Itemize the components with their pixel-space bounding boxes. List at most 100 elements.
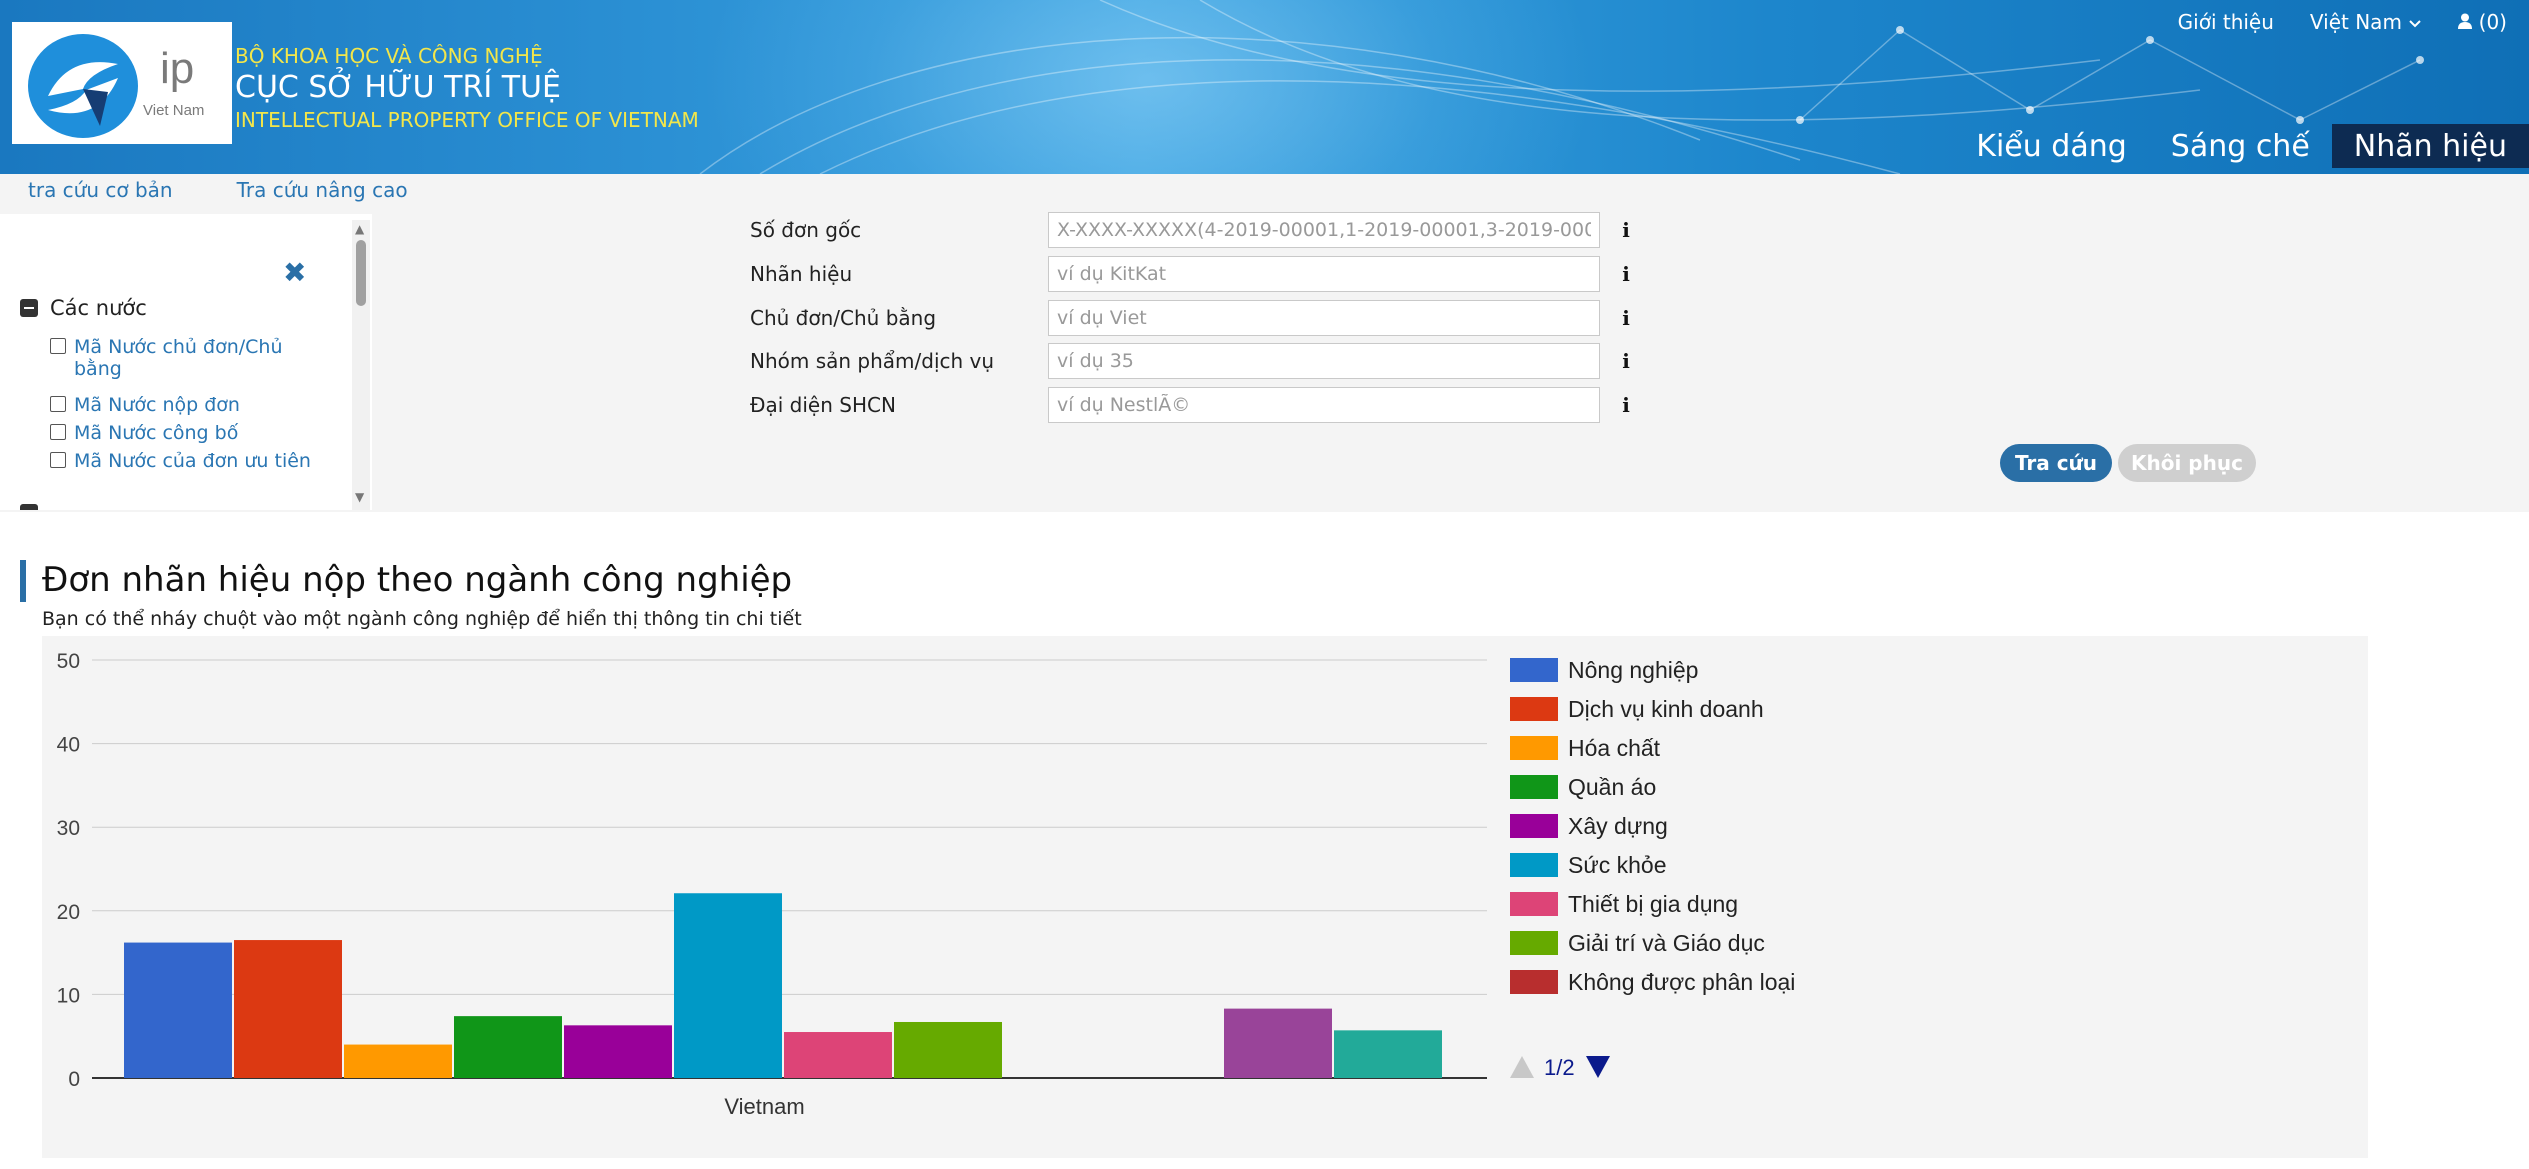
y-tick-label: 20 bbox=[57, 901, 80, 924]
scroll-up-icon[interactable]: ▲ bbox=[355, 222, 365, 236]
field-row-original-number: Số đơn gốc i bbox=[750, 210, 1632, 250]
logo-emblem bbox=[28, 34, 138, 138]
chart-bar[interactable] bbox=[784, 1032, 892, 1078]
field-label: Đại diện SHCN bbox=[750, 393, 896, 417]
tab-industrial-design[interactable]: Kiểu dáng bbox=[1976, 129, 2127, 164]
field-label: Số đơn gốc bbox=[750, 218, 862, 242]
logo-ip-text: ip bbox=[160, 44, 195, 93]
y-tick-label: 30 bbox=[57, 817, 80, 840]
chart-bar[interactable] bbox=[564, 1025, 672, 1078]
legend-label[interactable]: Quần áo bbox=[1568, 774, 1656, 800]
collapse-icon[interactable] bbox=[20, 299, 38, 317]
field-label: Chủ đơn/Chủ bằng bbox=[750, 306, 937, 330]
legend-swatch[interactable] bbox=[1510, 697, 1558, 721]
legend-label[interactable]: Giải trí và Giáo dục bbox=[1568, 930, 1765, 956]
legend-swatch[interactable] bbox=[1510, 814, 1558, 838]
class-input[interactable] bbox=[1048, 343, 1600, 379]
search-subnav: tra cứu cơ bản Tra cứu nâng cao bbox=[28, 178, 408, 202]
section-accent-bar bbox=[20, 560, 26, 602]
ministry-name: BỘ KHOA HỌC VÀ CÔNG NGHỆ bbox=[235, 44, 543, 68]
chart-bar[interactable] bbox=[1224, 1008, 1332, 1078]
legend-swatch[interactable] bbox=[1510, 775, 1558, 799]
legend-prev-icon[interactable] bbox=[1510, 1056, 1534, 1078]
filter-owner-country[interactable]: Mã Nước chủ đơn/Chủ bằng bbox=[50, 336, 294, 380]
info-icon[interactable]: i bbox=[1622, 393, 1630, 417]
legend-swatch[interactable] bbox=[1510, 931, 1558, 955]
reset-button[interactable]: Khôi phục bbox=[2118, 444, 2256, 482]
field-row-class: Nhóm sản phẩm/dịch vụ i bbox=[750, 341, 1632, 381]
chart-bar[interactable] bbox=[1334, 1030, 1442, 1078]
office-name: CỤC SỞ HỮU TRÍ TUỆ bbox=[235, 70, 561, 105]
filter-group-label: Các nước bbox=[50, 296, 147, 320]
industry-chart-panel: 0 10 20 30 40 50 Vietnam Nông nghiệp Dịch vụ kin… bbox=[42, 636, 2368, 1158]
chart-bar[interactable] bbox=[234, 940, 342, 1078]
cart-link[interactable]: (0) bbox=[2458, 10, 2507, 34]
legend-swatch[interactable] bbox=[1510, 658, 1558, 682]
legend-swatch[interactable] bbox=[1510, 970, 1558, 994]
legend-label[interactable]: Thiết bị gia dụng bbox=[1568, 891, 1738, 917]
legend-label[interactable]: Nông nghiệp bbox=[1568, 657, 1698, 683]
legend-swatch[interactable] bbox=[1510, 736, 1558, 760]
about-link[interactable]: Giới thiệu bbox=[2177, 10, 2274, 34]
sidebar-scrollbar[interactable]: ▲ ▼ bbox=[352, 220, 370, 510]
legend-swatch[interactable] bbox=[1510, 853, 1558, 877]
basic-search-link[interactable]: tra cứu cơ bản bbox=[28, 178, 173, 202]
chart-bar[interactable] bbox=[344, 1044, 452, 1078]
tab-patent[interactable]: Sáng chế bbox=[2170, 129, 2310, 164]
industry-bar-chart: 0 10 20 30 40 50 Vietnam Nông nghiệp Dịch vụ kin… bbox=[57, 650, 1796, 1119]
legend-next-icon[interactable] bbox=[1586, 1056, 1610, 1078]
owner-input[interactable] bbox=[1048, 300, 1600, 336]
legend-label[interactable]: Sức khỏe bbox=[1568, 852, 1667, 878]
filter-sidebar: ✖ Các nước Mã Nước chủ đơn/Chủ bằng Mã N… bbox=[0, 214, 372, 510]
filter-filing-country[interactable]: Mã Nước nộp đơn bbox=[50, 394, 240, 416]
legend-label[interactable]: Hóa chất bbox=[1568, 735, 1661, 761]
field-label: Nhãn hiệu bbox=[750, 262, 853, 286]
x-tick-label: Vietnam bbox=[724, 1094, 804, 1119]
site-header: ip Viet Nam BỘ KHOA HỌC VÀ CÔNG NGHỆ CỤC… bbox=[0, 0, 2529, 174]
info-icon[interactable]: i bbox=[1622, 262, 1630, 286]
checkbox[interactable] bbox=[50, 452, 66, 468]
original-number-input[interactable] bbox=[1048, 212, 1600, 248]
legend-label[interactable]: Dịch vụ kinh doanh bbox=[1568, 696, 1764, 722]
filter-publication-country-label: Mã Nước công bố bbox=[74, 422, 239, 444]
search-button[interactable]: Tra cứu bbox=[2000, 444, 2112, 482]
field-label: Nhóm sản phẩm/dịch vụ bbox=[750, 349, 995, 373]
filter-priority-country[interactable]: Mã Nước của đơn ưu tiên bbox=[50, 450, 311, 472]
site-logo[interactable]: ip Viet Nam bbox=[12, 22, 232, 144]
legend-label[interactable]: Không được phân loại bbox=[1568, 969, 1795, 995]
checkbox[interactable] bbox=[50, 338, 66, 354]
collapse-icon[interactable] bbox=[20, 504, 38, 510]
chart-bar[interactable] bbox=[674, 893, 782, 1078]
chart-bar[interactable] bbox=[894, 1021, 1002, 1078]
representative-input[interactable] bbox=[1048, 387, 1600, 423]
search-area: tra cứu cơ bản Tra cứu nâng cao ✖ Các nư… bbox=[0, 174, 2529, 512]
language-select[interactable]: Việt Nam bbox=[2310, 10, 2422, 34]
scroll-thumb[interactable] bbox=[356, 240, 366, 306]
filter-publication-country[interactable]: Mã Nước công bố bbox=[50, 422, 238, 444]
chart-bar[interactable] bbox=[124, 942, 232, 1078]
info-icon[interactable]: i bbox=[1622, 218, 1630, 242]
user-icon bbox=[2458, 13, 2473, 29]
cart-count: (0) bbox=[2478, 10, 2507, 34]
close-icon[interactable]: ✖ bbox=[283, 256, 307, 289]
info-icon[interactable]: i bbox=[1622, 349, 1630, 373]
chart-bar[interactable] bbox=[454, 1016, 562, 1078]
y-tick-label: 40 bbox=[57, 734, 80, 757]
y-tick-label: 0 bbox=[68, 1068, 80, 1091]
checkbox[interactable] bbox=[50, 424, 66, 440]
legend-label[interactable]: Xây dựng bbox=[1568, 813, 1668, 839]
info-icon[interactable]: i bbox=[1622, 306, 1630, 330]
field-row-representative: Đại diện SHCN i bbox=[750, 385, 1632, 425]
scroll-down-icon[interactable]: ▼ bbox=[355, 490, 365, 504]
trademark-input[interactable] bbox=[1048, 256, 1600, 292]
filter-group-countries[interactable]: Các nước bbox=[20, 296, 147, 320]
filter-filing-country-label: Mã Nước nộp đơn bbox=[74, 394, 240, 416]
tab-trademark[interactable]: Nhãn hiệu bbox=[2331, 124, 2529, 168]
legend-swatch[interactable] bbox=[1510, 892, 1558, 916]
top-links: Giới thiệu Việt Nam (0) bbox=[2178, 10, 2507, 34]
advanced-search-link[interactable]: Tra cứu nâng cao bbox=[236, 178, 408, 202]
checkbox[interactable] bbox=[50, 396, 66, 412]
filter-priority-country-label: Mã Nước của đơn ưu tiên bbox=[74, 450, 311, 472]
filter-owner-country-label: Mã Nước chủ đơn/Chủ bằng bbox=[74, 336, 283, 380]
header-glow bbox=[700, 0, 1600, 174]
